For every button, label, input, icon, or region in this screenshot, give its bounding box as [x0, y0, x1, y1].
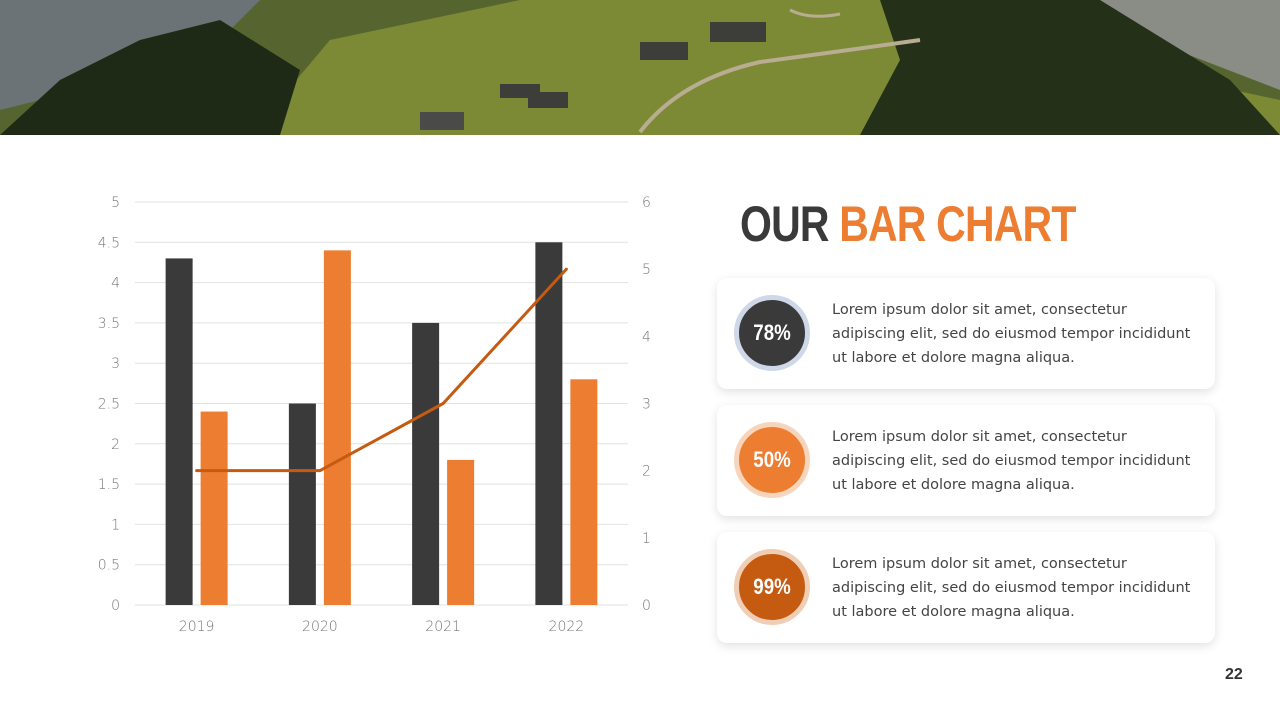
title-part1: OUR — [740, 196, 829, 252]
bar-2021-series1 — [412, 322, 440, 605]
stat-card-2: 50% Lorem ipsum dolor sit amet, consecte… — [717, 405, 1215, 516]
y-tick-label: 2.5 — [98, 397, 120, 413]
y-tick-label: 2 — [111, 437, 120, 453]
y2-tick-label: 1 — [642, 531, 651, 547]
line-series — [196, 268, 568, 473]
percent-circle: 99% — [734, 549, 810, 625]
bar-2019-series1 — [165, 258, 193, 605]
bar-2020-series1 — [288, 403, 316, 605]
x-tick-label: 2021 — [425, 619, 461, 635]
slide-title: OUR BAR CHART — [740, 195, 1076, 253]
line-point-2019 — [195, 469, 199, 473]
header-landscape-photo — [0, 0, 1280, 135]
stat-card-1: 78% Lorem ipsum dolor sit amet, consecte… — [717, 278, 1215, 389]
title-part2: BAR CHART — [839, 196, 1076, 252]
y-tick-label: 3.5 — [98, 316, 120, 332]
y-tick-label: 0.5 — [98, 558, 120, 574]
percent-circle: 50% — [734, 422, 810, 498]
y2-tick-label: 0 — [642, 598, 651, 614]
card-text: Lorem ipsum dolor sit amet, consectetur … — [832, 556, 1191, 620]
x-tick-label: 2019 — [179, 619, 215, 635]
y2-tick-label: 2 — [642, 464, 651, 480]
bar-2022-series2 — [570, 379, 598, 605]
percent-circle: 78% — [734, 295, 810, 371]
bar-2020-series2 — [323, 250, 351, 606]
bar-2022-series1 — [535, 242, 563, 606]
card-text: Lorem ipsum dolor sit amet, consectetur … — [832, 429, 1191, 493]
y-tick-label: 1.5 — [98, 477, 120, 493]
y2-tick-label: 3 — [642, 397, 651, 413]
y2-tick-label: 6 — [642, 195, 651, 211]
stat-card-3: 99% Lorem ipsum dolor sit amet, consecte… — [717, 532, 1215, 643]
y2-tick-label: 5 — [642, 262, 651, 278]
y-tick-label: 1 — [111, 517, 120, 533]
percent-value: 50% — [753, 447, 791, 472]
bar-2021-series2 — [447, 459, 475, 605]
x-tick-label: 2022 — [549, 619, 585, 635]
card-text: Lorem ipsum dolor sit amet, consectetur … — [832, 302, 1191, 366]
y-tick-label: 4 — [111, 276, 120, 292]
line-point-2021 — [441, 402, 445, 405]
bar-2019-series2 — [200, 411, 228, 605]
y-tick-label: 4.5 — [98, 235, 120, 251]
y-tick-label: 5 — [111, 195, 120, 211]
line-point-2022 — [564, 267, 568, 271]
y2-tick-label: 4 — [642, 329, 651, 345]
percent-value: 78% — [753, 320, 791, 345]
x-tick-label: 2020 — [302, 619, 338, 635]
line-point-2020 — [318, 469, 322, 473]
percent-value: 99% — [753, 574, 791, 599]
bar-line-chart: 0 0.5 1 1.5 2 2.5 3 3.5 4 4.5 5 0 1 2 3 4 5 6 2019 2020 2021… — [98, 195, 651, 635]
y-tick-label: 3 — [111, 356, 120, 372]
y-tick-label: 0 — [111, 598, 120, 614]
page-number: 22 — [1225, 666, 1243, 683]
